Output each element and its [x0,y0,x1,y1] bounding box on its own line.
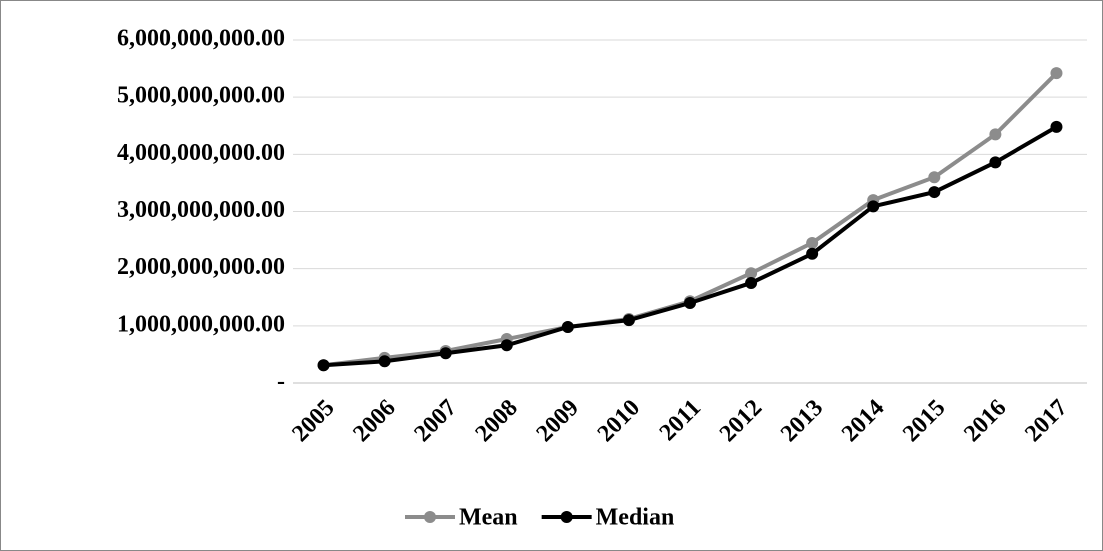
point [806,247,819,260]
y-tick-label: 4,000,000,000.00 [117,140,285,166]
point [378,355,391,368]
point [317,359,330,372]
point [867,200,880,213]
point [500,339,513,352]
point [745,276,758,289]
y-tick-label: 1,000,000,000.00 [117,311,285,337]
point [745,267,758,280]
point [684,296,696,309]
y-tick-label: - [277,369,285,395]
point [806,236,819,249]
point [989,156,1002,169]
point [989,128,1002,141]
y-tick-label: 5,000,000,000.00 [117,83,285,109]
point [561,320,574,333]
legend-label: Median [596,505,675,531]
point [1050,120,1063,133]
y-tick-label: 3,000,000,000.00 [117,197,285,223]
y-tick-label: 2,000,000,000.00 [117,254,285,280]
legend-label: Mean [459,505,518,531]
point [439,347,452,360]
point [928,171,941,184]
point [928,186,941,199]
legend-marker [424,511,436,523]
legend-marker [560,511,573,523]
y-tick-label: 6,000,000,000.00 [117,26,285,52]
point [622,314,635,327]
point [1050,67,1063,80]
